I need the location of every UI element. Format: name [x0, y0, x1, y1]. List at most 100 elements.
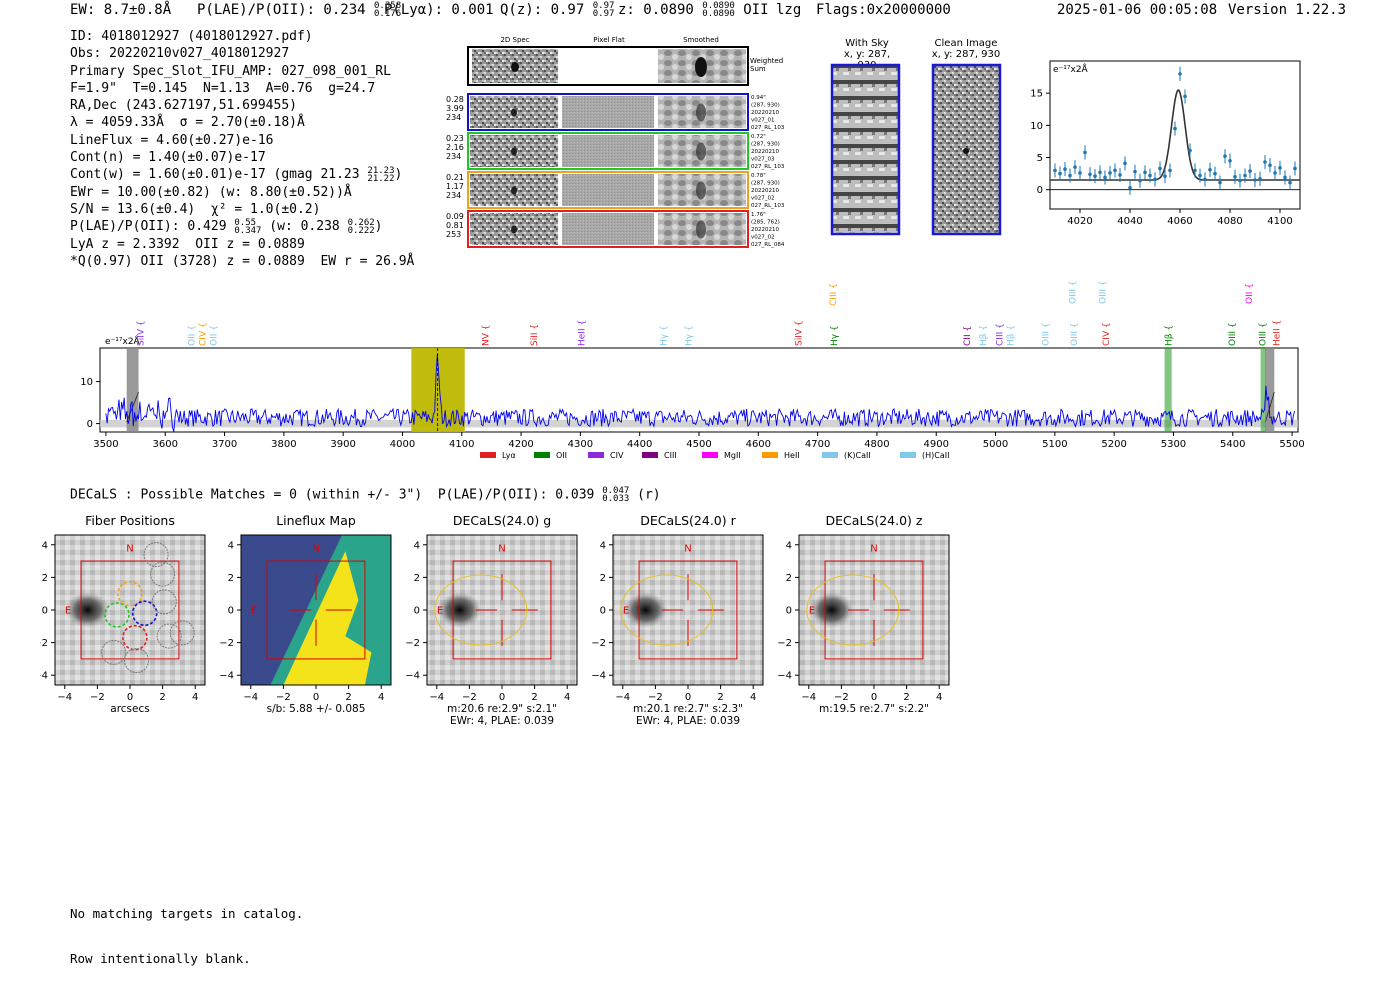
- spec-line-marker-11: Hγ {: [830, 325, 840, 346]
- panel-caption-4-0: m:19.5 re:2.7" s:2.2": [819, 703, 929, 715]
- cutout-row-0-meta-2: 20220210: [751, 110, 779, 116]
- panel-4-ytick-label-4: 4: [786, 540, 792, 551]
- zoom-point-41: [1258, 176, 1262, 181]
- zoom-point-33: [1218, 180, 1222, 185]
- zoom-point-10: [1103, 175, 1107, 180]
- spec-line-marker-7: Hγ {: [659, 325, 669, 346]
- catalog-footer: No matching targets in catalog. Row inte…: [70, 876, 303, 981]
- panel-2-ytick-label--2: −2: [405, 638, 420, 649]
- panel-1-ytick-label-4: 4: [228, 540, 234, 551]
- panel-1-xtick-label-0: 0: [313, 692, 319, 703]
- zoom-point-1: [1058, 171, 1062, 176]
- spec-xtick-label-3600: 3600: [153, 439, 178, 450]
- info-contn: Cont(n) = 1.40(±0.07)e-17: [70, 150, 266, 166]
- cutout-row-0-meta-4: 027_RL_103: [751, 125, 785, 131]
- panel-3-ytick-label--4: −4: [591, 671, 606, 682]
- spec-xtick-label-5300: 5300: [1161, 439, 1186, 450]
- weighted-label-1: Weighted: [750, 57, 783, 65]
- spec-line-label-1: OII {: [187, 325, 197, 346]
- zoom-point-11: [1108, 171, 1112, 175]
- zoom-point-37: [1238, 178, 1242, 183]
- cutout-row-smoothed-src-1: [696, 142, 706, 161]
- spec-legend-label-1: OII: [556, 451, 567, 460]
- zoom-point-29: [1198, 173, 1202, 178]
- imaging-panels: Fiber Positions N E −4 −4 −2 −2 0 0 2 2 4 4 arcsecs Li…: [40, 513, 950, 725]
- cutout-row-0-meta-1: (287, 930): [751, 103, 780, 109]
- galaxy-0: [65, 592, 110, 628]
- cutout-row-flat-0: [562, 96, 654, 128]
- spec-line-label-11: Hγ {: [830, 325, 840, 346]
- info-obs: Obs: 20220210v027_4018012927: [70, 46, 290, 62]
- col-smoothed-label: Smoothed: [683, 36, 719, 44]
- panel-4-ytick-label-0: 0: [786, 606, 792, 617]
- header-z-hi: 0.0890: [702, 1, 735, 11]
- spec-xtick-label-4900: 4900: [924, 439, 949, 450]
- panel-2-xtick-label--4: −4: [429, 692, 444, 703]
- panel-caption-1-0: s/b: 5.88 +/- 0.085: [267, 703, 366, 715]
- cutouts-panel: 2D Spec Pixel Flat Smoothed Weighted Sum…: [446, 36, 785, 248]
- spec-line-label-22: OIII {: [1228, 322, 1238, 346]
- spec-legend-label-4: MgII: [724, 451, 741, 460]
- panel-title-2: DECaLS(24.0) g: [453, 513, 551, 528]
- spec-line-label-4: NV {: [481, 325, 491, 346]
- zoom-point-48: [1293, 166, 1297, 171]
- decals-summary-range: 0.047 0.033: [602, 487, 629, 504]
- footer-line-2: Row intentionally blank.: [70, 951, 251, 966]
- zoom-point-39: [1248, 169, 1252, 173]
- spec-line-label-25: HeII {: [1273, 320, 1283, 346]
- spec-legend-swatch-0: [480, 452, 496, 458]
- spec-xtick-label-4200: 4200: [508, 439, 533, 450]
- info-lineflux: LineFlux = 4.60(±0.27)e-16: [70, 132, 274, 148]
- info-plae-main: P(LAE)/P(OII): 0.429: [70, 219, 227, 235]
- cutout-row-2-meta-3: v027_02: [751, 196, 775, 202]
- panel-1-xtick-label--4: −4: [243, 692, 258, 703]
- panel-caption-2-0: m:20.6 re:2.9" s:2.1": [447, 703, 557, 715]
- lineflux-high: [283, 551, 372, 685]
- zoom-point-27: [1188, 148, 1192, 153]
- panel-0-ytick-label-4: 4: [42, 540, 48, 551]
- header-plae-lo: 0.176: [374, 9, 402, 19]
- spec-skyline-band-1: [1265, 348, 1275, 432]
- zoom-point-25: [1178, 72, 1182, 76]
- host-ellipse-3: [620, 574, 714, 646]
- info-plae-w: (w: 0.238: [269, 219, 340, 235]
- header-q-label: Q(z): 0.97: [500, 2, 585, 18]
- host-ellipse-4: [806, 574, 900, 646]
- zoom-ytick-label-5: 5: [1037, 153, 1043, 164]
- info-radec: RA,Dec (243.627197,51.699455): [70, 98, 297, 114]
- info-lya: LyA z = 2.3392 OII z = 0.0889: [70, 236, 305, 252]
- spec-line-label-19: OIII {: [1098, 280, 1108, 304]
- spec-line-label-15: Hβ {: [1006, 325, 1016, 346]
- aperture-box-0: [80, 560, 180, 660]
- aperture-box-3: [638, 560, 738, 660]
- spec-line-marker-12: CII {: [963, 326, 973, 346]
- cutout-row-1-meta-0: 0.72": [751, 134, 766, 140]
- panel-3-xtick-label--4: −4: [615, 692, 630, 703]
- panel-1-xtick-label-4: 4: [378, 692, 384, 703]
- spec-line-marker-13: Hβ {: [979, 325, 989, 346]
- zoom-point-43: [1268, 163, 1272, 168]
- line-fit-chart: 4020 4040 4060 4080 4100 0 5 10 15 e⁻¹⁷x2Å: [1030, 60, 1301, 227]
- zoom-point-20: [1153, 177, 1157, 182]
- north-label-3: N: [684, 543, 691, 554]
- spec-xtick-label-4000: 4000: [390, 439, 415, 450]
- cutout-row-source-2: [511, 186, 517, 195]
- panel-3-xtick-label-2: 2: [717, 692, 723, 703]
- spec-line-label-9: SiIV {: [795, 320, 805, 346]
- cutout-row-1-meta-3: v027_03: [751, 157, 775, 163]
- spec-legend-label-6: (K)CaII: [844, 451, 871, 460]
- zoom-point-2: [1063, 167, 1067, 171]
- east-label-3: E: [623, 605, 629, 616]
- header-plae-range: 0.358 0.176: [374, 2, 402, 19]
- header-flags: Flags:0x20000000: [816, 2, 951, 18]
- fiber-circle-4: [150, 561, 176, 587]
- cutout-row-3-val-1: 0.81: [446, 221, 464, 230]
- cutout-row-0-meta-3: v027_01: [751, 118, 775, 124]
- zoom-point-8: [1093, 174, 1097, 178]
- zoom-point-13: [1118, 173, 1122, 177]
- footer-line-1: No matching targets in catalog.: [70, 906, 304, 921]
- spec-trace: [105, 354, 1296, 432]
- aperture-box-2: [452, 560, 552, 660]
- spec-line-marker-23: OII {: [1245, 283, 1255, 304]
- zoom-point-19: [1148, 173, 1152, 178]
